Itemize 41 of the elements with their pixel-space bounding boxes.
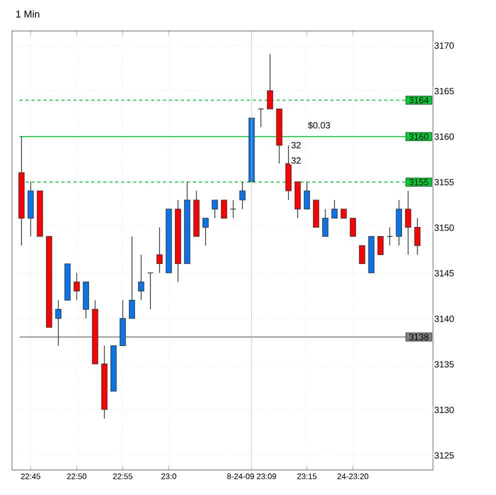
y-tick-label: 3170 xyxy=(434,42,454,49)
candlestick xyxy=(55,300,62,346)
y-tick-label: 3160 xyxy=(434,133,454,140)
y-tick-label: 3150 xyxy=(434,224,454,231)
candlestick xyxy=(138,254,144,301)
ref-line-label: 3164 xyxy=(409,97,429,104)
candlestick xyxy=(350,218,356,237)
y-tick-label: 3155 xyxy=(434,178,454,186)
candlestick xyxy=(267,54,274,110)
candlestick xyxy=(304,181,310,210)
candlestick xyxy=(258,108,264,128)
candlestick xyxy=(147,272,154,310)
annotation: 32 xyxy=(291,157,301,164)
chart-title: 1 Min xyxy=(16,10,40,18)
ref-line-label: 3138 xyxy=(409,334,428,340)
y-tick-label: 3145 xyxy=(434,270,454,276)
ref-line-label: 3155 xyxy=(409,178,428,186)
candlestick xyxy=(74,272,80,301)
y-tick-label: 3165 xyxy=(434,88,454,94)
ref-line-label: 3160 xyxy=(409,133,429,140)
candlestick xyxy=(230,200,236,219)
candlestick xyxy=(414,218,420,256)
annotation: 32 xyxy=(291,142,301,148)
candlestick xyxy=(239,181,246,210)
candlestick xyxy=(340,208,347,219)
candlestick xyxy=(156,226,163,274)
candlestick xyxy=(405,190,412,256)
y-tick-label: 3135 xyxy=(434,361,454,368)
annotation: $0.03 xyxy=(308,122,330,129)
candlestick xyxy=(386,226,393,246)
y-tick-label: 3125 xyxy=(434,452,454,459)
candlestick xyxy=(220,200,228,219)
candlestick xyxy=(359,245,366,264)
y-tick-label: 3140 xyxy=(434,316,454,322)
y-tick-label: 3130 xyxy=(434,406,454,414)
candlestick xyxy=(212,200,218,219)
candlestick xyxy=(322,208,328,237)
candlestick xyxy=(128,236,136,319)
candlestick xyxy=(202,218,209,246)
candlestick xyxy=(331,200,338,219)
candlestick xyxy=(377,236,384,256)
